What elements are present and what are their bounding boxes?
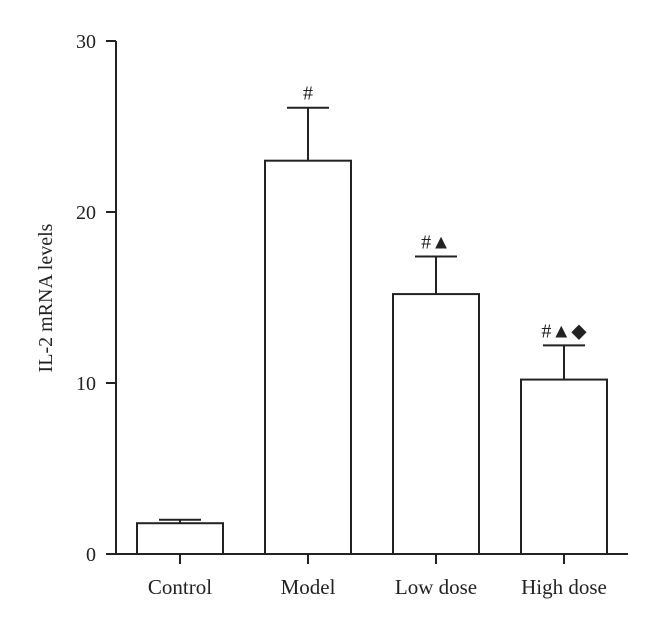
y-tick-label: 30 <box>76 31 96 53</box>
y-axis-label: IL-2 mRNA levels <box>35 223 57 372</box>
x-tick-label: Model <box>281 575 336 599</box>
axes: 0 10 20 30 Control Model Low dose High dose <box>76 31 628 599</box>
y-tick-label: 20 <box>76 202 96 224</box>
bars: # #▲ #▲◆ <box>136 83 608 555</box>
significance-annotation: #▲◆ <box>541 320 587 342</box>
bar <box>392 293 480 555</box>
y-tick-label: 0 <box>86 544 96 566</box>
x-tick-label: Low dose <box>395 575 477 599</box>
bar <box>136 522 224 555</box>
x-tick-label: High dose <box>521 575 607 599</box>
y-tick-label: 10 <box>76 373 96 395</box>
bar <box>264 159 352 555</box>
significance-annotation: # <box>303 83 313 105</box>
bar <box>520 378 608 555</box>
x-tick-label: Control <box>148 575 212 599</box>
significance-annotation: #▲ <box>421 231 451 253</box>
